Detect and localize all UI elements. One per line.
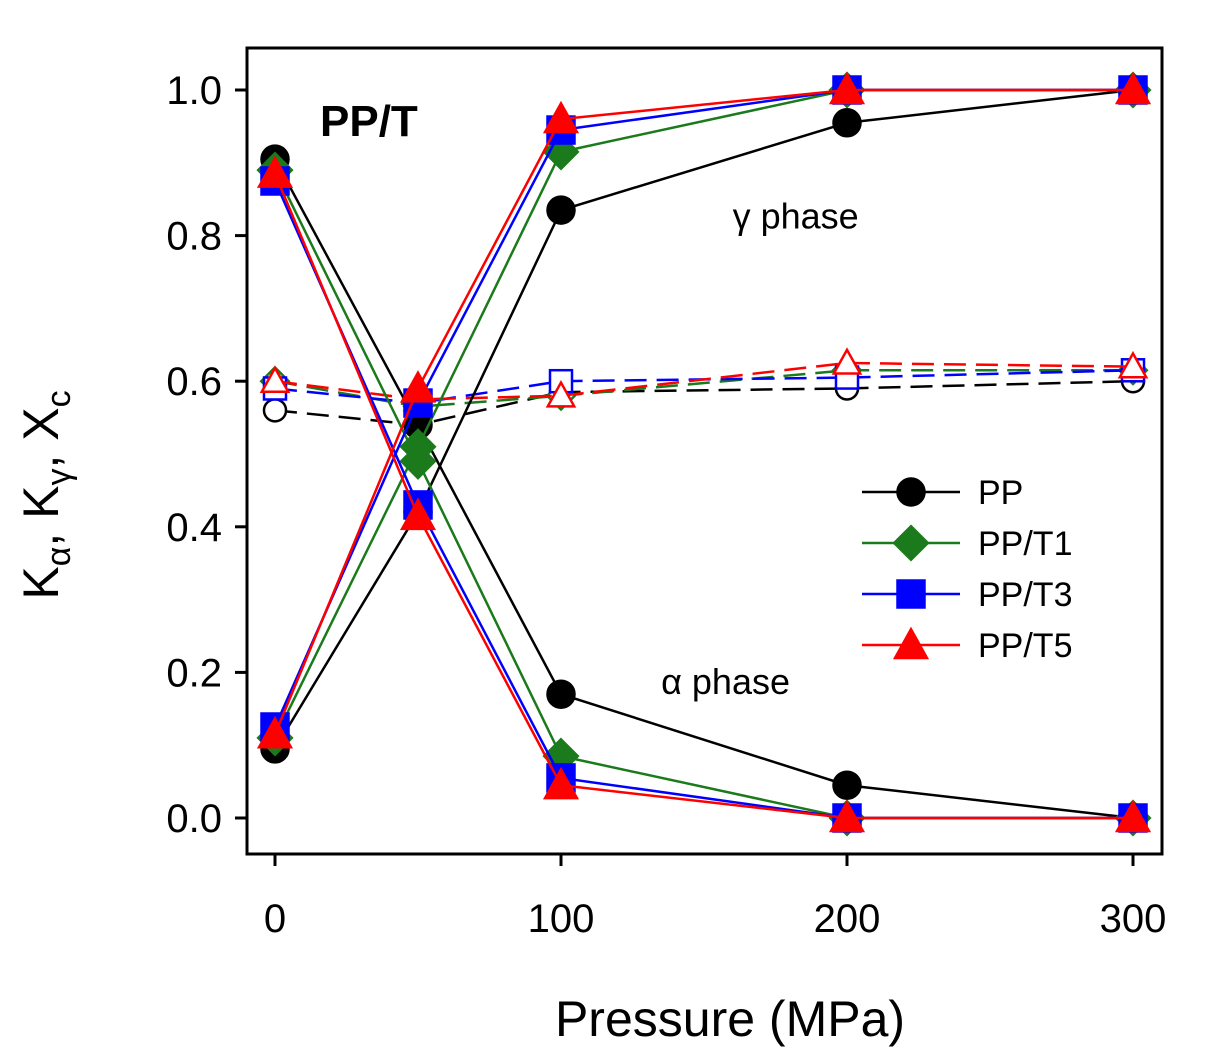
legend-entry-pp: PP: [862, 474, 1023, 512]
x-tick-label: 0: [264, 897, 286, 941]
k-alpha-point: [399, 497, 437, 531]
xc-line: [274, 361, 1134, 401]
k-alpha-point: [256, 155, 294, 188]
legend-marker: [896, 579, 926, 609]
legend-label: PP: [978, 474, 1023, 512]
legend-label: PP/T5: [978, 627, 1072, 665]
xc-point: [831, 347, 863, 375]
xc-point: [259, 365, 291, 394]
x-tick-label: 200: [814, 897, 881, 941]
y-tick-label: 0.8: [166, 215, 222, 259]
legend-label: PP/T1: [978, 525, 1072, 563]
legend-marker: [892, 524, 930, 562]
alpha-phase-annotation: α phase: [661, 661, 790, 702]
xc-point: [545, 379, 577, 408]
k-gamma-point: [546, 195, 576, 225]
k-gamma-point: [256, 715, 294, 749]
k-gamma-point: [399, 428, 437, 466]
legend-marker: [896, 477, 926, 507]
x-tick-label: 300: [1100, 897, 1167, 941]
xc-point: [262, 398, 288, 423]
chart-title: PP/T: [320, 97, 418, 146]
k-gamma-point: [1114, 71, 1152, 105]
plot-frame: [245, 46, 1164, 856]
gamma-phase-annotation: γ phase: [733, 195, 859, 236]
k-alpha-point: [1114, 799, 1152, 833]
y-tick-label: 1.0: [166, 69, 222, 113]
k-alpha-point: [832, 770, 862, 800]
x-tick-label: 100: [528, 897, 595, 941]
k-gamma-point: [542, 100, 580, 134]
legend-label: PP/T3: [978, 576, 1072, 614]
series-pp-t3-xc: [262, 358, 1146, 416]
k-alpha-point: [542, 766, 580, 800]
y-tick-label: 0.2: [166, 651, 222, 695]
y-axis-title: Kα, Kγ, Xc: [13, 390, 78, 599]
series-pp-t5-k-gamma: [256, 71, 1152, 749]
legend-entry-pp-t5: PP/T5: [862, 626, 1072, 665]
y-tick-label: 0.0: [166, 797, 222, 841]
y-tick-label: 0.6: [166, 360, 222, 404]
k-alpha-point: [828, 799, 866, 833]
xc-point: [1117, 350, 1149, 379]
k-alpha-point: [546, 679, 576, 709]
legend-entry-pp-t3: PP/T3: [862, 576, 1072, 614]
legend-marker: [892, 626, 930, 660]
x-axis-title: Pressure (MPa): [555, 991, 905, 1047]
k-gamma-point: [828, 71, 866, 105]
k-gamma-point: [399, 370, 437, 403]
k-gamma-point: [832, 108, 862, 138]
series-pp-t5-k-alpha: [256, 155, 1152, 833]
legend-entry-pp-t1: PP/T1: [862, 524, 1072, 563]
y-tick-label: 0.4: [166, 506, 222, 550]
